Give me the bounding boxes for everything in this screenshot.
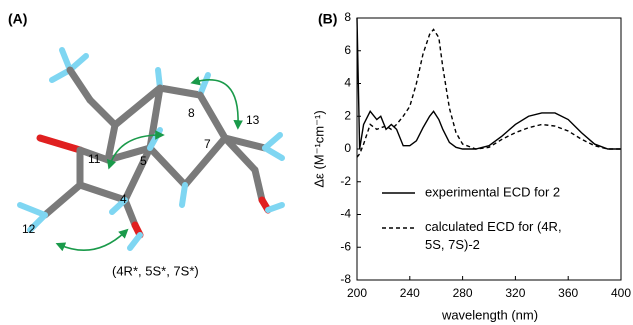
molecule-model bbox=[20, 50, 282, 250]
figure-canvas: (A) 11 5 4 7 8 13 12 (4R*, 5S*, 7S*) (B)… bbox=[0, 0, 633, 325]
atom-label: 8 bbox=[188, 106, 195, 120]
x-tick-label: 320 bbox=[505, 286, 525, 300]
ecd-curve bbox=[357, 18, 621, 149]
y-axis-label: Δε (M⁻¹cm⁻¹) bbox=[311, 110, 326, 187]
y-tick-label: -6 bbox=[340, 239, 351, 253]
atom-label: 13 bbox=[246, 113, 260, 127]
y-tick-label: 6 bbox=[344, 43, 351, 57]
y-tick-label: 0 bbox=[344, 141, 351, 155]
panel-label: (A) bbox=[8, 11, 27, 27]
y-tick-label: 4 bbox=[344, 76, 351, 90]
y-tick-label: -8 bbox=[340, 272, 351, 286]
legend-label: calculated ECD for (4R, 5S, 7S)-2 bbox=[425, 218, 565, 254]
x-axis-label: wavelength (nm) bbox=[441, 307, 538, 322]
atom-label: 12 bbox=[22, 222, 36, 236]
atom-label: 7 bbox=[204, 137, 211, 151]
ecd-curve bbox=[357, 29, 621, 157]
y-tick-label: 2 bbox=[344, 108, 351, 122]
y-tick-label: -4 bbox=[340, 207, 351, 221]
x-tick-label: 200 bbox=[347, 286, 367, 300]
legend-label: experimental ECD for 2 bbox=[425, 184, 560, 199]
x-tick-label: 360 bbox=[558, 286, 578, 300]
atom-label: 5 bbox=[140, 154, 147, 168]
panel-label: (B) bbox=[318, 11, 337, 27]
x-tick-label: 280 bbox=[453, 286, 473, 300]
configuration: (4R*, 5S*, 7S*) bbox=[112, 263, 199, 278]
figure: (A) 11 5 4 7 8 13 12 (4R*, 5S*, 7S*) (B)… bbox=[0, 0, 633, 325]
y-tick-label: -2 bbox=[340, 174, 351, 188]
atom-label: 11 bbox=[88, 152, 101, 166]
x-tick-label: 240 bbox=[400, 286, 420, 300]
y-tick-label: 8 bbox=[344, 10, 351, 24]
x-tick-label: 400 bbox=[611, 286, 631, 300]
atom-label: 4 bbox=[120, 192, 127, 206]
